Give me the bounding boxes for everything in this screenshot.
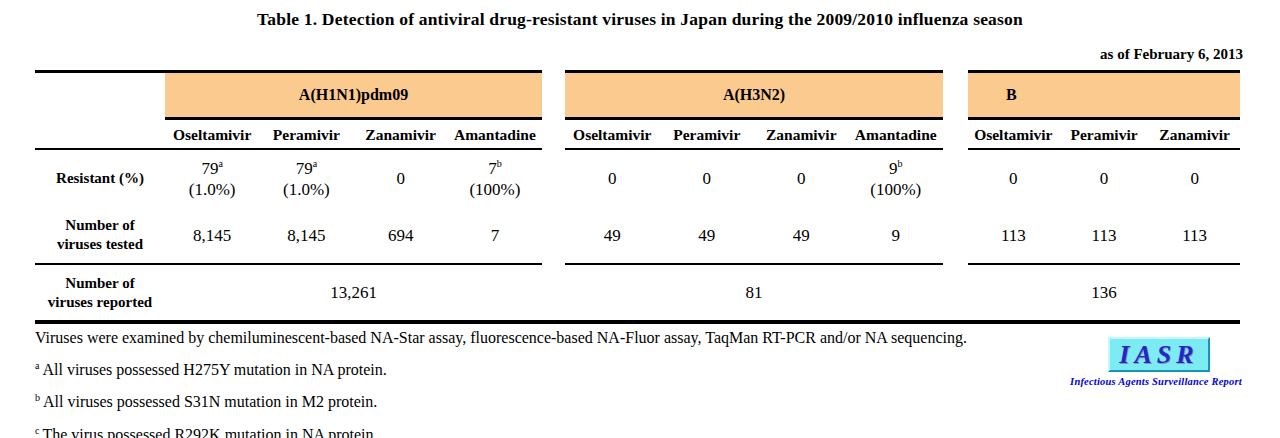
virus-group: A(H3N2) OseltamivirPeramivirZanamivirAman… bbox=[565, 70, 943, 324]
resistant-value: 0 bbox=[797, 168, 806, 189]
tested-row: 4949499 bbox=[565, 207, 943, 263]
reported-value: 136 bbox=[968, 265, 1240, 320]
resistant-value: 0 bbox=[608, 168, 617, 189]
resistant-row: 79a(1.0%)79a(1.0%)07b(100%) bbox=[165, 150, 542, 207]
footnote-marker: c bbox=[35, 425, 39, 436]
footnote-marker: b bbox=[898, 158, 903, 169]
drug-header: Oseltamivir bbox=[565, 120, 660, 148]
drug-header: Amantadine bbox=[448, 120, 542, 148]
tested-value: 7 bbox=[448, 207, 542, 263]
resistant-value: 79a bbox=[201, 158, 222, 179]
resistant-value: 0 bbox=[1100, 168, 1109, 189]
resistant-value: 9b bbox=[889, 158, 903, 179]
resistant-percent: (100%) bbox=[469, 179, 520, 200]
group-header: A(H1N1)pdm09 bbox=[165, 73, 542, 117]
resistant-cell: 0 bbox=[660, 150, 755, 207]
footnote: cThe virus possessed R292K mutation in N… bbox=[35, 422, 1055, 438]
virus-group: A(H1N1)pdm09 OseltamivirPeramivirZanamivi… bbox=[165, 70, 542, 324]
drug-header: Peramivir bbox=[660, 120, 755, 148]
row-label-reported: Number of viruses reported bbox=[35, 265, 165, 320]
resistant-cell: 0 bbox=[968, 150, 1059, 207]
tested-value: 113 bbox=[1149, 207, 1240, 263]
resistant-value: 7b bbox=[488, 158, 502, 179]
drug-header-row: OseltamivirPeramivirZanamivirAmantadine bbox=[165, 120, 542, 148]
drug-header-row: OseltamivirPeramivirZanamivir bbox=[968, 120, 1240, 148]
footnotes: Viruses were examined by chemiluminescen… bbox=[35, 329, 1055, 438]
resistant-cell: 0 bbox=[754, 150, 849, 207]
drug-header: Amantadine bbox=[849, 120, 944, 148]
as-of-date: as of February 6, 2013 bbox=[1100, 46, 1243, 63]
footnote-marker: b bbox=[35, 392, 40, 403]
drug-header: Zanamivir bbox=[754, 120, 849, 148]
reported-value: 13,261 bbox=[165, 265, 542, 320]
resistant-row: 0 0 0 9b(100%) bbox=[565, 150, 943, 207]
resistant-cell: 79a(1.0%) bbox=[165, 150, 259, 207]
virus-group: BOseltamivirPeramivirZanamivir0001131131… bbox=[968, 70, 1240, 324]
footnote: aAll viruses possessed H275Y mutation in… bbox=[35, 357, 1055, 379]
footnote-marker: a bbox=[313, 158, 317, 169]
tested-row: 8,1458,1456947 bbox=[165, 207, 542, 263]
footnote-marker: b bbox=[497, 158, 502, 169]
iasr-logo: IASR bbox=[1108, 337, 1210, 372]
drug-header: Zanamivir bbox=[354, 120, 448, 148]
tested-value: 113 bbox=[968, 207, 1059, 263]
resistant-cell: 7b(100%) bbox=[448, 150, 542, 207]
resistant-value: 0 bbox=[1009, 168, 1018, 189]
tested-value: 49 bbox=[754, 207, 849, 263]
resistant-cell: 0 bbox=[1059, 150, 1150, 207]
iasr-logo-caption: Infectious Agents Surveillance Report bbox=[1060, 376, 1252, 387]
resistant-value: 0 bbox=[1190, 168, 1199, 189]
resistant-value: 79a bbox=[296, 158, 317, 179]
resistant-cell: 9b(100%) bbox=[849, 150, 944, 207]
resistant-value: 0 bbox=[703, 168, 712, 189]
row-label-resistant: Resistant (%) bbox=[35, 150, 165, 207]
tested-value: 49 bbox=[660, 207, 755, 263]
page-title: Table 1. Detection of antiviral drug-res… bbox=[0, 9, 1280, 30]
iasr-logo-text: IASR bbox=[1119, 340, 1198, 370]
reported-value: 81 bbox=[565, 265, 943, 320]
resistant-cell: 0 bbox=[565, 150, 660, 207]
footnote: bAll viruses possessed S31N mutation in … bbox=[35, 389, 1055, 411]
drug-header: Oseltamivir bbox=[165, 120, 259, 148]
footnote-marker: a bbox=[35, 360, 39, 371]
resistant-cell: 0 bbox=[354, 150, 448, 207]
drug-header: Zanamivir bbox=[1149, 120, 1240, 148]
resistant-percent: (100%) bbox=[870, 179, 921, 200]
row-label-tested: Number of viruses tested bbox=[35, 207, 165, 263]
resistant-cell: 79a(1.0%) bbox=[259, 150, 353, 207]
footnote: Viruses were examined by chemiluminescen… bbox=[35, 329, 1055, 347]
resistant-percent: (1.0%) bbox=[189, 179, 236, 200]
resistant-value: 0 bbox=[396, 168, 405, 189]
tested-value: 694 bbox=[354, 207, 448, 263]
resistant-cell: 0 bbox=[1149, 150, 1240, 207]
resistant-row: 0 0 0 bbox=[968, 150, 1240, 207]
resistant-percent: (1.0%) bbox=[283, 179, 330, 200]
drug-header-row: OseltamivirPeramivirZanamivirAmantadine bbox=[565, 120, 943, 148]
resistance-table: Resistant (%) Number of viruses tested N… bbox=[35, 70, 1240, 324]
group-header: B bbox=[968, 73, 1240, 117]
drug-header: Peramivir bbox=[259, 120, 353, 148]
drug-header: Peramivir bbox=[1059, 120, 1150, 148]
tested-value: 8,145 bbox=[259, 207, 353, 263]
footnote-marker: a bbox=[218, 158, 222, 169]
tested-value: 8,145 bbox=[165, 207, 259, 263]
tested-value: 9 bbox=[849, 207, 944, 263]
tested-value: 49 bbox=[565, 207, 660, 263]
drug-header: Oseltamivir bbox=[968, 120, 1059, 148]
tested-row: 113113113 bbox=[968, 207, 1240, 263]
group-header: A(H3N2) bbox=[565, 73, 943, 117]
tested-value: 113 bbox=[1059, 207, 1150, 263]
